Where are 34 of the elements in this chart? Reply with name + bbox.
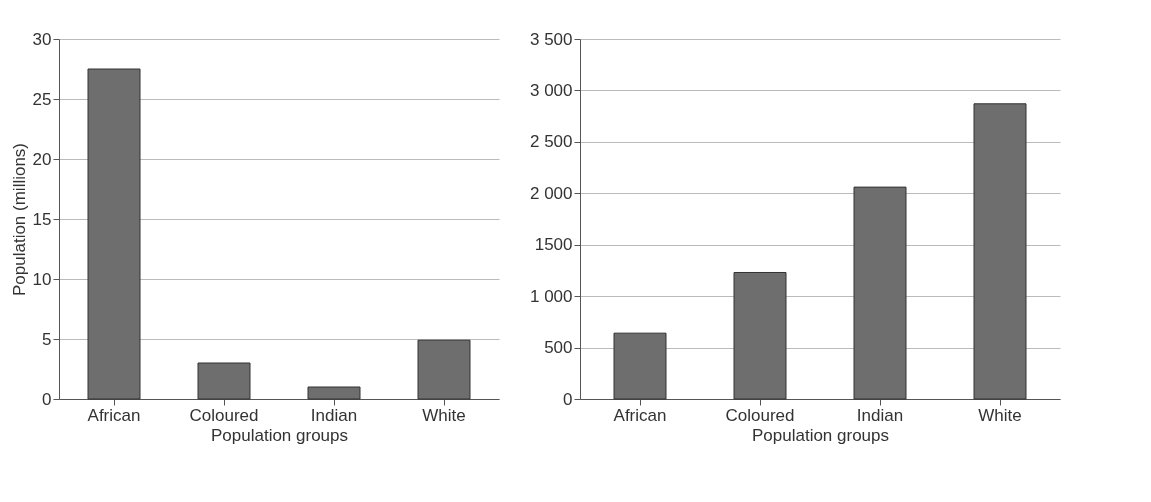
x-tick-label: African — [87, 405, 141, 425]
x-axis-title: Population groups — [210, 425, 349, 445]
y-axis-title: Population (millions) — [9, 142, 29, 297]
x-tick-label: White — [422, 405, 466, 425]
y-tick-label: 1500 — [534, 235, 573, 255]
y-tick-label: 1 000 — [529, 286, 573, 306]
x-tick-label: Indian — [856, 405, 904, 425]
x-tick-label: Coloured — [189, 405, 259, 425]
bar — [973, 103, 1027, 400]
bar — [613, 332, 667, 400]
y-tick-label: 0 — [563, 389, 573, 409]
bar — [853, 186, 907, 400]
y-tick-label: 30 — [32, 29, 52, 49]
bar — [197, 362, 251, 400]
x-tick-label: White — [978, 405, 1022, 425]
y-tick-label: 25 — [32, 89, 52, 109]
y-tick-label: 5 — [42, 329, 52, 349]
bar — [307, 386, 361, 400]
x-tick-label: African — [613, 405, 667, 425]
y-tick-label: 0 — [42, 389, 52, 409]
x-tick-label: Indian — [310, 405, 358, 425]
y-tick-label: 3 000 — [529, 80, 573, 100]
y-tick-label: 2 000 — [529, 183, 573, 203]
y-tick-label: 20 — [32, 149, 52, 169]
bar — [87, 68, 141, 400]
x-axis-title: Population groups — [751, 425, 890, 445]
bar — [417, 339, 471, 400]
y-tick-label: 10 — [32, 269, 52, 289]
y-tick-label: 500 — [544, 338, 573, 358]
x-tick-label: Coloured — [725, 405, 795, 425]
bar — [733, 271, 787, 400]
y-tick-label: 15 — [32, 209, 52, 229]
y-tick-label: 2 500 — [529, 132, 573, 152]
y-tick-label: 3 500 — [529, 29, 573, 49]
